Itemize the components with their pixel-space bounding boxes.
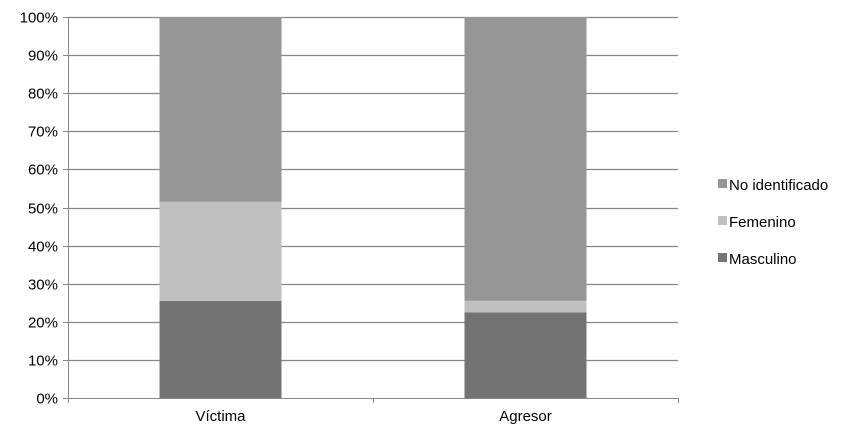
y-tick-label: 80% <box>28 86 58 103</box>
y-tick-label: 0% <box>36 391 58 408</box>
legend: No identificado Femenino Masculino <box>718 177 828 268</box>
y-tick-label: 10% <box>28 353 58 370</box>
x-tick-label: Víctima <box>195 408 246 425</box>
legend-swatch <box>718 179 727 188</box>
legend-swatch <box>718 216 727 225</box>
legend-swatch <box>718 253 727 262</box>
y-tick-label: 70% <box>28 124 58 141</box>
legend-label: No identificado <box>729 177 828 194</box>
bar-segment <box>464 17 587 301</box>
y-tick-label: 30% <box>28 277 58 294</box>
y-tick-label: 50% <box>28 201 58 218</box>
x-tick-label: Agresor <box>499 408 552 425</box>
bar-segment <box>159 300 282 398</box>
x-axis-tick-labels: Víctima Agresor <box>195 408 551 425</box>
legend-label: Masculino <box>729 251 797 268</box>
bar-segment <box>464 312 587 398</box>
y-tick-label: 20% <box>28 315 58 332</box>
axes <box>63 17 679 403</box>
bar-segment <box>159 17 282 202</box>
y-tick-label: 90% <box>28 48 58 65</box>
bar-segment <box>159 201 282 301</box>
y-tick-label: 100% <box>20 10 58 27</box>
bars <box>159 17 587 398</box>
legend-label: Femenino <box>729 214 796 231</box>
y-axis-tick-labels: 0% 10% 20% 30% 40% 50% 60% 70% 80% 90% 100% <box>20 10 58 408</box>
y-tick-label: 60% <box>28 162 58 179</box>
bar-segment <box>464 300 587 313</box>
y-tick-label: 40% <box>28 239 58 256</box>
